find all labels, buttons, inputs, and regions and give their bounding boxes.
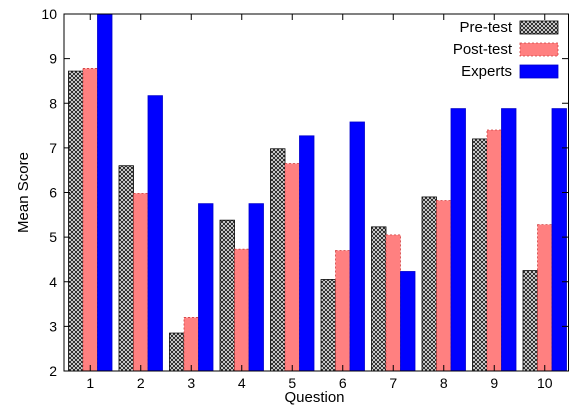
legend-label-pre-test: Pre-test <box>459 19 512 36</box>
legend-swatch-experts <box>519 64 559 79</box>
x-axis-title: Question <box>284 389 344 406</box>
bar-pre-test-q9 <box>472 138 488 372</box>
y-tick-label: 5 <box>49 229 57 245</box>
y-tick-label: 4 <box>49 274 57 290</box>
y-tick-label: 6 <box>49 185 57 201</box>
bars-layer <box>68 13 567 372</box>
y-tick-label: 3 <box>49 318 57 334</box>
x-tick-label: 4 <box>238 375 246 391</box>
bar-experts-q5 <box>299 135 315 372</box>
y-tick-label: 10 <box>41 6 57 22</box>
bar-pre-test-q6 <box>320 279 336 372</box>
bar-pre-test-q1 <box>68 70 84 372</box>
x-tick-label: 10 <box>537 375 553 391</box>
bar-pre-test-q3 <box>169 332 185 372</box>
y-tick-label: 8 <box>49 95 57 111</box>
legend-label-experts: Experts <box>461 63 512 80</box>
bar-post-test-q4 <box>234 248 250 372</box>
x-tick-label: 3 <box>187 375 195 391</box>
bar-post-test-q6 <box>335 250 351 372</box>
bar-experts-q2 <box>147 95 163 372</box>
bar-post-test-q5 <box>284 163 300 372</box>
bar-experts-q6 <box>349 121 365 372</box>
bar-post-test-q9 <box>486 129 502 372</box>
bar-post-test-q8 <box>436 200 452 372</box>
bar-experts-q9 <box>501 108 517 372</box>
bar-experts-q8 <box>450 108 466 372</box>
bar-experts-q4 <box>248 203 264 372</box>
bar-pre-test-q8 <box>421 196 437 372</box>
legend-swatch-post-test <box>519 42 559 57</box>
x-tick-label: 6 <box>339 375 347 391</box>
bar-experts-q7 <box>400 271 416 372</box>
bar-pre-test-q4 <box>219 219 235 372</box>
bar-experts-q3 <box>198 203 214 372</box>
y-axis-title: Mean Score <box>15 152 32 233</box>
x-tick-label: 2 <box>137 375 145 391</box>
bar-pre-test-q5 <box>270 148 286 372</box>
y-axis: 2 3 4 5 6 7 8 9 10 <box>41 6 568 379</box>
bar-pre-test-q10 <box>522 270 538 372</box>
bar-post-test-q2 <box>133 192 149 372</box>
y-tick-label: 9 <box>49 51 57 67</box>
y-tick-label: 2 <box>49 363 57 379</box>
bar-pre-test-q2 <box>118 165 134 372</box>
y-tick-label: 7 <box>49 140 57 156</box>
x-axis: 1 2 3 4 5 6 7 8 9 10 <box>86 14 553 391</box>
bar-experts-q1 <box>97 13 113 372</box>
legend-label-post-test: Post-test <box>453 41 513 58</box>
x-tick-label: 7 <box>389 375 397 391</box>
legend-swatch-pre-test <box>519 20 559 35</box>
bar-post-test-q7 <box>385 234 401 372</box>
legend: Pre-test Post-test Experts <box>453 19 559 80</box>
bar-pre-test-q7 <box>371 226 387 372</box>
x-tick-label: 9 <box>490 375 498 391</box>
x-tick-label: 1 <box>86 375 94 391</box>
bar-post-test-q3 <box>183 317 199 372</box>
bar-post-test-q1 <box>82 68 98 372</box>
x-tick-label: 5 <box>288 375 296 391</box>
bar-post-test-q10 <box>537 224 553 372</box>
x-tick-label: 8 <box>440 375 448 391</box>
